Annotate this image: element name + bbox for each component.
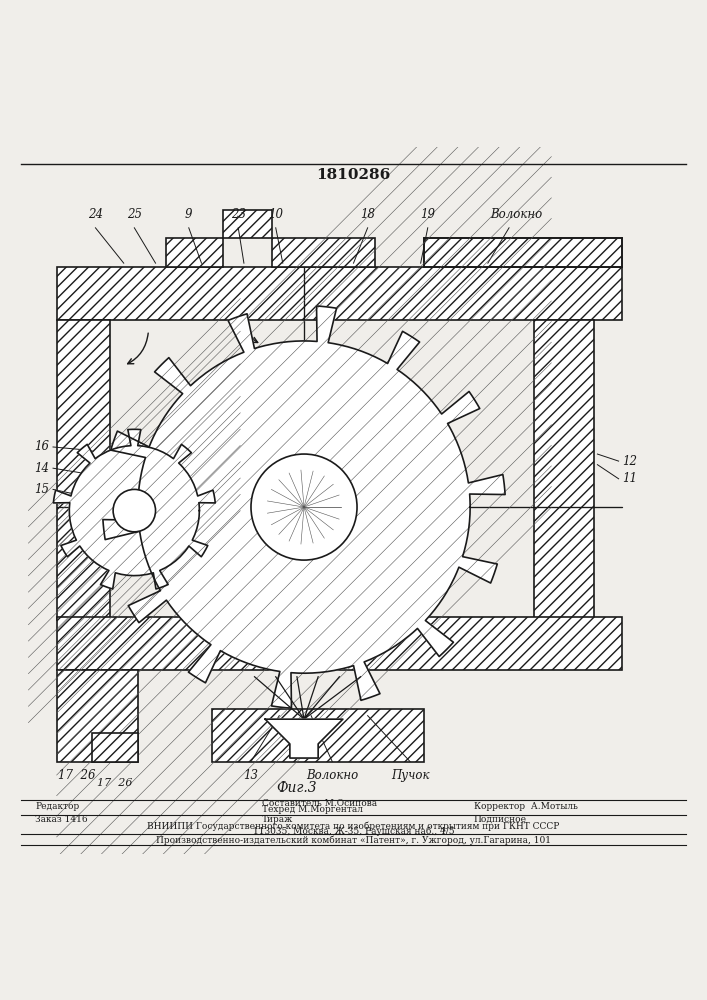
- Text: Тираж: Тираж: [262, 815, 293, 824]
- Text: 23: 23: [230, 208, 246, 221]
- Text: 10: 10: [268, 208, 284, 221]
- Text: Корректор  А.Мотыль: Корректор А.Мотыль: [474, 802, 578, 811]
- Text: 24: 24: [88, 208, 103, 221]
- Bar: [57, 320, 110, 620]
- Polygon shape: [265, 719, 343, 758]
- Text: 18: 18: [360, 208, 375, 221]
- Text: 16: 16: [35, 440, 49, 453]
- Text: Пучок: Пучок: [391, 769, 429, 782]
- Text: Фиг.3: Фиг.3: [276, 781, 317, 795]
- Text: 17  26: 17 26: [98, 778, 133, 788]
- Text: 17  26: 17 26: [57, 769, 95, 782]
- Bar: [272, 238, 375, 267]
- Circle shape: [113, 489, 156, 532]
- Bar: [212, 709, 424, 762]
- Text: 113035, Москва, Ж-35, Раушская наб., 4/5: 113035, Москва, Ж-35, Раушская наб., 4/5: [252, 827, 455, 836]
- Text: 1810286: 1810286: [316, 168, 391, 182]
- Text: 9: 9: [185, 208, 192, 221]
- Circle shape: [251, 454, 357, 560]
- Text: Редактор: Редактор: [35, 802, 80, 811]
- Bar: [166, 238, 223, 267]
- Text: Волокно: Волокно: [306, 769, 358, 782]
- Text: 13: 13: [243, 769, 259, 782]
- Text: Составитель М.Осипова: Составитель М.Осипова: [262, 799, 377, 808]
- Text: 15: 15: [35, 483, 49, 496]
- Text: Производственно-издательский комбинат «Патент», г. Ужгород, ул.Гагарина, 101: Производственно-издательский комбинат «П…: [156, 835, 551, 845]
- Text: 14: 14: [35, 462, 49, 475]
- Text: ВНИИПИ Государственного комитета по изобретениям и открытиям при ГКНТ СССР: ВНИИПИ Государственного комитета по изоб…: [147, 821, 560, 831]
- Text: Волокно: Волокно: [490, 208, 542, 221]
- Text: Заказ 1416: Заказ 1416: [35, 815, 88, 824]
- Bar: [424, 238, 622, 267]
- Bar: [57, 267, 622, 320]
- Text: 19: 19: [420, 208, 436, 221]
- Polygon shape: [103, 306, 505, 708]
- Bar: [57, 670, 138, 762]
- Text: 25: 25: [127, 208, 142, 221]
- Polygon shape: [54, 429, 215, 589]
- Bar: [534, 320, 594, 620]
- Text: Техред М.Моргентал: Техред М.Моргентал: [262, 805, 363, 814]
- Bar: [57, 617, 622, 670]
- Bar: [92, 733, 138, 762]
- Text: Подписное: Подписное: [474, 815, 527, 824]
- Text: 12: 12: [622, 455, 637, 468]
- Text: 11: 11: [622, 472, 637, 485]
- Bar: [223, 210, 272, 238]
